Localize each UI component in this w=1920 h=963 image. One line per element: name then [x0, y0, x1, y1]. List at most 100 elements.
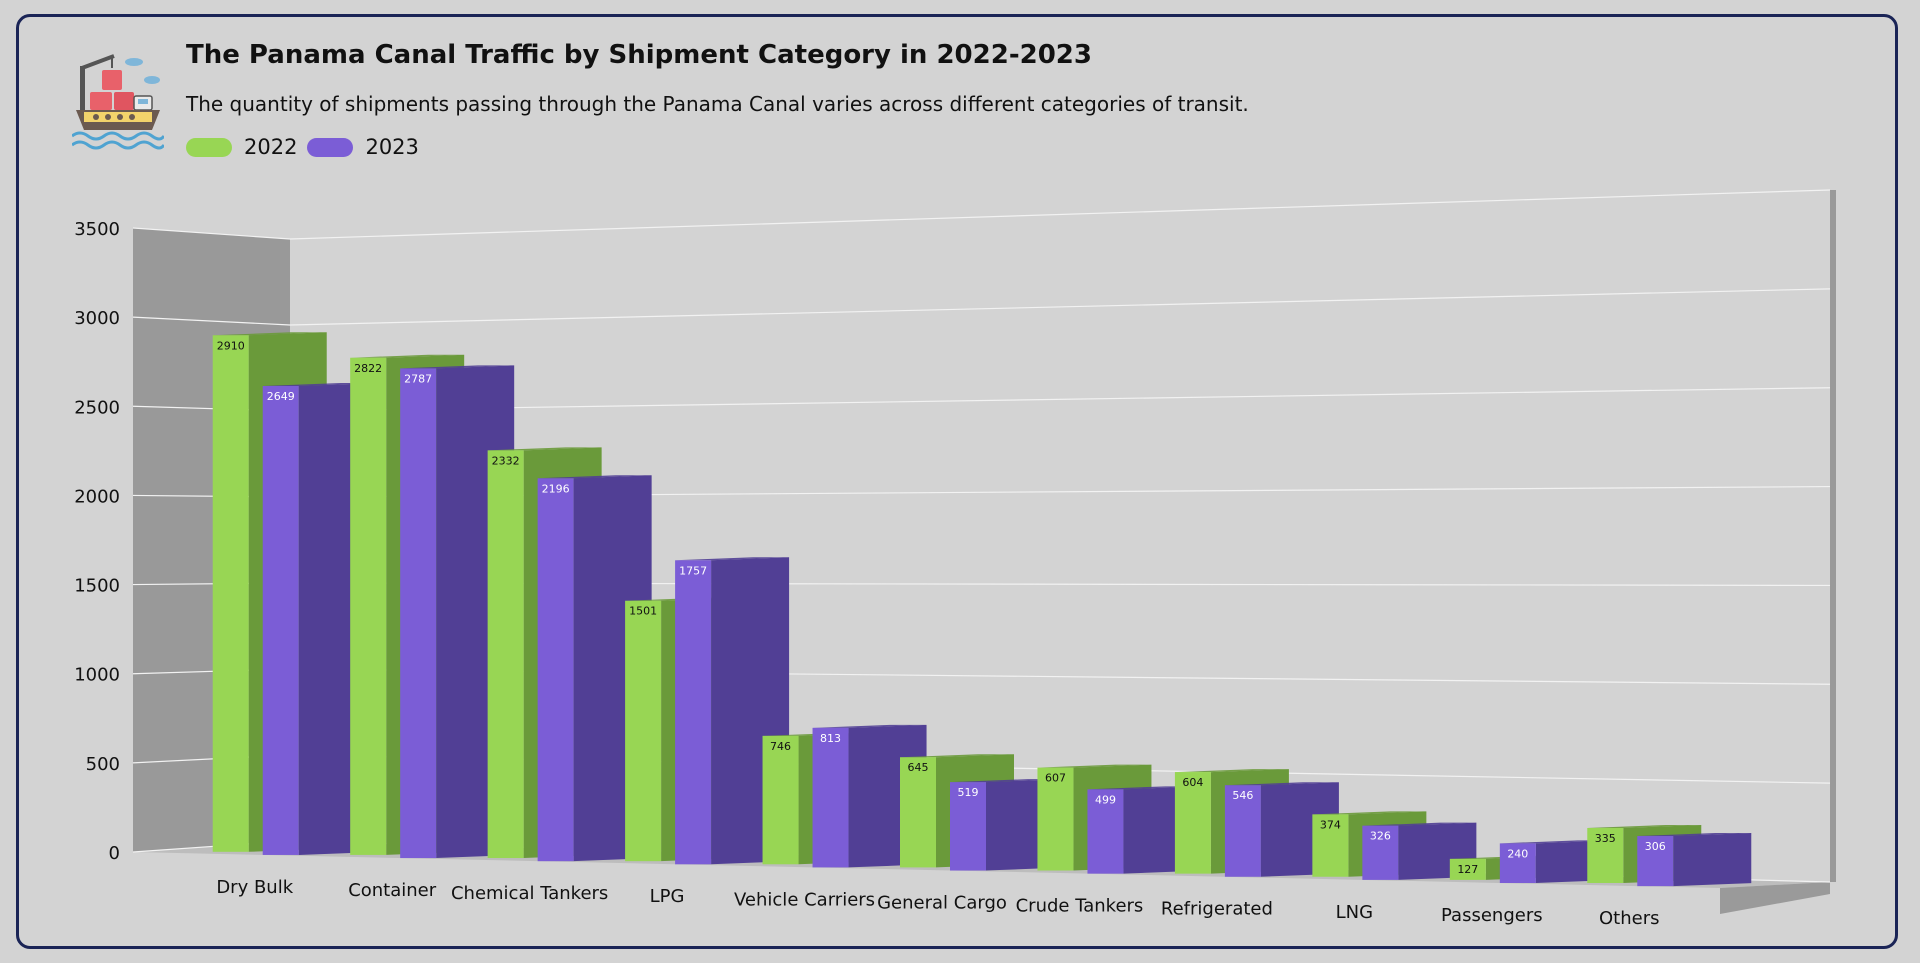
bar-value-label: 335: [1595, 832, 1616, 845]
bar-value-label: 240: [1507, 847, 1528, 860]
bar-top-2023: [1087, 786, 1202, 790]
bar-front-2023: [950, 782, 986, 871]
legend-item-2023[interactable]: 2023: [307, 135, 419, 159]
bar-value-label: 1501: [629, 605, 657, 618]
gridline: [289, 387, 1831, 412]
bar-top-2022: [1587, 824, 1702, 828]
chart-legend: 2022 2023: [186, 135, 429, 159]
legend-label-2022: 2022: [244, 135, 298, 159]
bar-top-2023: [262, 383, 377, 387]
bar-top-2023: [1637, 833, 1752, 837]
bar-top-2023: [400, 365, 515, 369]
bar-value-label: 546: [1232, 789, 1253, 802]
x-tick-label: Crude Tankers: [1016, 896, 1144, 917]
legend-label-2023: 2023: [365, 135, 419, 159]
bar-top-2023: [1362, 822, 1477, 826]
bar-front-2023: [1224, 785, 1261, 877]
chart-subtitle: The quantity of shipments passing throug…: [186, 92, 1249, 116]
bar-value-label: 1757: [679, 564, 707, 577]
bar-front-2023: [1087, 789, 1124, 874]
x-tick-label: Dry Bulk: [216, 877, 293, 898]
gridline-wall: [132, 227, 291, 240]
bar-value-label: 499: [1095, 793, 1116, 806]
bar-top-2022: [487, 447, 602, 451]
y-tick-label: 3500: [74, 219, 120, 240]
bar-front-2023: [537, 478, 574, 862]
legend-item-2022[interactable]: 2022: [186, 135, 297, 159]
y-tick-label: 1000: [74, 665, 120, 686]
bar-top-2023: [950, 779, 1064, 783]
legend-swatch-2023: [307, 137, 354, 157]
bar-value-label: 604: [1182, 776, 1203, 789]
bar-value-label: 326: [1370, 830, 1391, 843]
gridline-wall: [132, 316, 291, 326]
bar-value-label: 2332: [492, 454, 520, 467]
bar-front-2022: [212, 335, 249, 852]
bar-front-2022: [350, 357, 387, 855]
x-tick-label: Refrigerated: [1161, 899, 1273, 920]
y-tick-label: 3000: [74, 308, 120, 329]
bar-2023-9: 240: [1499, 840, 1614, 884]
x-tick-label: Chemical Tankers: [451, 883, 608, 904]
gridline: [289, 288, 1831, 326]
bar-value-label: 746: [770, 740, 791, 753]
bar-value-label: 2649: [267, 390, 295, 403]
bar-front-2022: [1449, 858, 1486, 880]
bar-value-label: 813: [820, 732, 841, 745]
bar-side-2023: [1673, 833, 1752, 887]
y-tick-label: 2000: [74, 486, 120, 507]
bar-value-label: 607: [1045, 772, 1066, 785]
bar-value-label: 2787: [404, 372, 432, 385]
bar-front-2023: [262, 386, 299, 855]
bar-front-2022: [487, 450, 524, 859]
floor-edge: [1720, 882, 1830, 914]
cargo-ship-icon: [71, 52, 166, 152]
bar-top-2023: [1224, 782, 1339, 786]
y-tick-label: 2500: [74, 397, 120, 418]
x-tick-label: Others: [1599, 908, 1660, 929]
bar-top-2022: [1037, 764, 1152, 768]
bar-top-2022: [212, 332, 327, 336]
y-tick-label: 0: [109, 843, 120, 864]
bar-front-2022: [900, 757, 936, 868]
bar-value-label: 2196: [542, 482, 570, 495]
bar-value-label: 374: [1320, 818, 1341, 831]
bar-top-2022: [350, 354, 465, 358]
legend-swatch-2022: [186, 137, 232, 157]
x-tick-label: LPG: [650, 886, 685, 907]
x-tick-label: General Cargo: [877, 892, 1007, 913]
bar-value-label: 2822: [354, 362, 382, 375]
y-tick-label: 1500: [74, 576, 120, 597]
bar-top-2023: [1499, 840, 1614, 844]
bar-front-2023: [1362, 825, 1399, 880]
right-wall-edge: [1830, 190, 1836, 882]
bar-top-2022: [1174, 769, 1289, 773]
gridline: [289, 189, 1831, 240]
bar-front-2022: [1174, 772, 1211, 874]
bar-2023-10: 306: [1637, 833, 1752, 887]
bar-value-label: 127: [1457, 863, 1478, 876]
bar-front-2022: [1037, 767, 1074, 871]
x-tick-label: LNG: [1336, 902, 1373, 923]
bar-front-2023: [400, 368, 437, 859]
bar-value-label: 2910: [217, 339, 245, 352]
bar-front-2022: [1312, 814, 1349, 877]
bar-top-2022: [900, 754, 1014, 758]
x-tick-label: Container: [348, 880, 437, 901]
chart-title: The Panama Canal Traffic by Shipment Cat…: [186, 40, 1092, 70]
bar-front-2022: [762, 735, 799, 865]
bar-top-2023: [537, 475, 652, 479]
bar-top-2023: [812, 724, 927, 728]
bar-front-2022: [1587, 827, 1624, 883]
x-tick-label: Vehicle Carriers: [734, 889, 875, 910]
bar-front-2022: [625, 600, 662, 862]
bar-front-2023: [675, 560, 712, 865]
bar-value-label: 645: [908, 761, 929, 774]
bar-front-2023: [1637, 836, 1674, 887]
x-tick-label: Passengers: [1441, 905, 1543, 926]
bar-front-2023: [1499, 843, 1536, 884]
bar-value-label: 519: [958, 786, 979, 799]
bar-front-2023: [812, 727, 849, 868]
y-tick-label: 500: [86, 754, 120, 775]
